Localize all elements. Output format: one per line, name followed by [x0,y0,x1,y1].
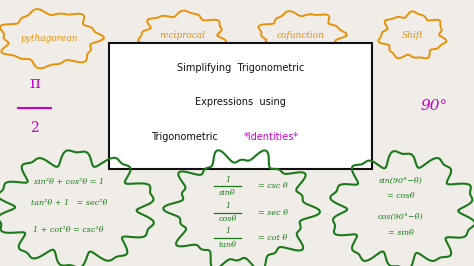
Text: pythagorean: pythagorean [21,34,79,43]
Text: = csc θ: = csc θ [258,182,288,190]
Text: = cot θ: = cot θ [258,234,288,242]
Text: Shift: Shift [401,31,423,40]
Text: sin²θ + cos²θ = 1: sin²θ + cos²θ = 1 [34,178,104,186]
Text: cos(90°−θ): cos(90°−θ) [378,213,423,221]
Text: cosθ: cosθ [219,215,237,223]
Text: tan²θ + 1   = sec²θ: tan²θ + 1 = sec²θ [30,200,107,207]
Text: reciprocal: reciprocal [159,31,206,40]
Text: 90°: 90° [420,99,447,113]
Text: = sec θ: = sec θ [258,209,288,217]
Text: 1: 1 [225,176,230,184]
Text: *Identities*: *Identities* [244,132,299,142]
Text: sinθ: sinθ [219,189,236,197]
FancyBboxPatch shape [109,43,372,169]
Text: Trigonometric: Trigonometric [151,132,224,142]
Text: 1: 1 [225,202,230,210]
Text: 1 + cot²θ = csc²θ: 1 + cot²θ = csc²θ [34,226,104,234]
Text: 1: 1 [225,227,230,235]
Text: Simplifying  Trigonometric: Simplifying Trigonometric [177,63,304,73]
Text: tanθ: tanθ [219,241,237,249]
Text: cofunction: cofunction [277,31,325,40]
Text: π: π [29,75,40,92]
Text: sin(90°−θ): sin(90°−θ) [379,177,422,185]
Text: 2: 2 [30,121,39,135]
Text: Expressions  using: Expressions using [195,97,286,107]
Text: = cosθ: = cosθ [387,192,414,200]
Text: = sinθ: = sinθ [388,229,413,237]
